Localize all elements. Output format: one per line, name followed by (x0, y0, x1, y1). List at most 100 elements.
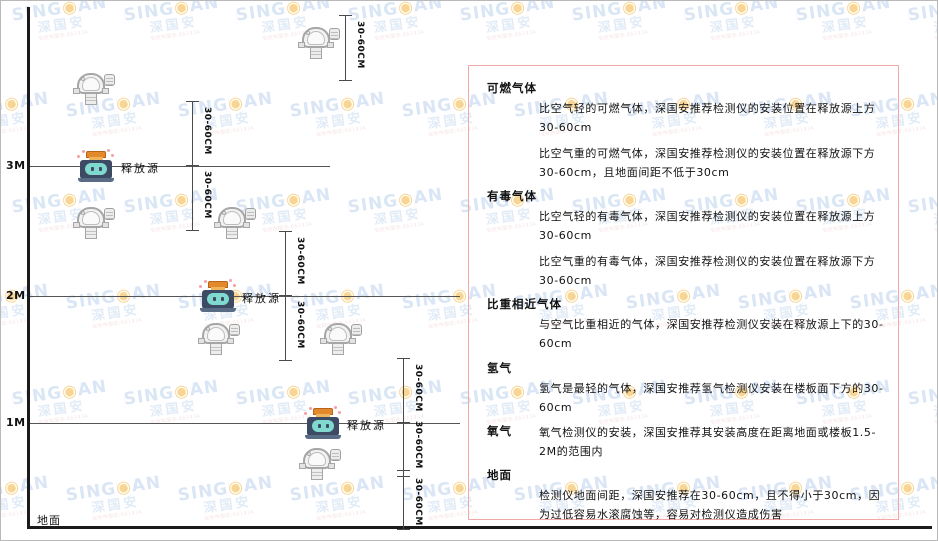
dim-tick (279, 295, 292, 296)
watermark-cn: 深国安 (90, 494, 141, 517)
detector-above-3m (72, 69, 118, 107)
dim-tick (279, 360, 292, 361)
vertical-axis (27, 7, 30, 529)
panel-section-body: 检测仪地面间距，深国安推荐在30-60cm，且不得小于30cm，因为过低容易水滚… (539, 486, 884, 525)
dim-2m-upper-label: 30-60CM (295, 237, 305, 285)
detector-sensor (245, 208, 256, 220)
detector-face (82, 77, 100, 91)
detector-sensor (104, 74, 115, 86)
detector-wing (198, 338, 205, 344)
watermark-en: SING◉AN (64, 280, 163, 314)
detector-below-3m (72, 203, 118, 241)
watermark-en: SING◉AN (288, 88, 387, 122)
spark-icon (199, 285, 202, 288)
watermark-sub: 深圳市国安-661434 (485, 29, 537, 43)
watermark-sub: 深圳市国安-661434 (597, 29, 649, 43)
dim-2m-lower-label: 30-60CM (295, 301, 305, 349)
watermark-sub: 深圳市国安-661434 (709, 29, 761, 43)
source-eye (326, 424, 329, 428)
watermark-en: SING◉AN (906, 190, 938, 218)
detector-wing (327, 42, 334, 48)
spark-icon (107, 149, 110, 152)
watermark-cn: 深国安 (820, 14, 871, 37)
release-source-1m (304, 406, 342, 440)
watermark-sub: 深圳市国安-661434 (821, 29, 873, 43)
detector-stem (310, 47, 322, 59)
watermark-en: SING◉AN (1, 1, 8, 27)
detector-face (82, 211, 100, 225)
watermark-en: SING◉AN (906, 382, 938, 410)
source-eye (91, 167, 94, 171)
detector-face (308, 452, 326, 466)
watermark-en: SING◉AN (906, 1, 938, 26)
watermark-en: SING◉AN (346, 376, 445, 410)
ground-label: 地面 (37, 514, 61, 527)
detector-wing (73, 222, 80, 228)
dim-tick (397, 470, 410, 471)
detector-sensor (229, 324, 240, 336)
watermark-cn: 深国安 (932, 206, 938, 229)
watermark-en: SING◉AN (64, 472, 163, 506)
spark-icon (304, 412, 307, 415)
panel-section-title: 比重相近气体 (487, 297, 562, 311)
watermark-en: SING◉AN (1, 377, 8, 411)
dim-top-label: 30-60CM (355, 21, 365, 69)
source-neck (89, 157, 103, 160)
watermark-cn: 深国安 (36, 14, 87, 37)
detector-stem (85, 93, 97, 105)
watermark-sub: 深圳市国安-661434 (91, 317, 143, 331)
panel-paragraph: 比空气轻的有毒气体，深国安推荐检测仪的安装位置在释放源上方30-60cm (539, 210, 876, 243)
watermark-sub: 深圳市国安-661434 (37, 29, 89, 43)
detector-sensor (351, 324, 362, 336)
watermark-cn: 深国安 (202, 494, 253, 517)
release-source-label-2m: 释放源 (242, 292, 281, 305)
source-screen (85, 163, 107, 175)
watermark-en: SING◉AN (176, 472, 275, 506)
watermark-cn: 深国安 (484, 14, 535, 37)
panel-paragraph: 氧气检测仪的安装，深国安推荐其安装高度在距离地面或楼板1.5-2M的范围内 (539, 426, 877, 459)
detector-wing (349, 338, 356, 344)
watermark-sub: 深圳市国安-661434 (1, 217, 11, 239)
watermark-en: SING◉AN (1, 472, 51, 506)
watermark-en: SING◉AN (122, 1, 221, 26)
source-screen (312, 420, 334, 432)
watermark-sub: 深圳市国安-661434 (203, 125, 255, 139)
dim-3m-upper-label: 30-60CM (202, 107, 212, 155)
spark-icon (309, 407, 312, 410)
level-label-1m: 1M (6, 416, 26, 429)
watermark-sub: 深圳市国安-661434 (149, 29, 201, 43)
detector-stem (311, 468, 323, 480)
watermark-cn: 深国安 (314, 494, 365, 517)
watermark-cn: 深国安 (932, 398, 938, 421)
watermark-sub: 深圳市国安-661434 (315, 125, 367, 139)
watermark-en: SING◉AN (10, 1, 109, 26)
watermark-cn: 深国安 (148, 398, 199, 421)
detector-wing (214, 222, 221, 228)
watermark-en: SING◉AN (176, 88, 275, 122)
source-foot (200, 308, 236, 312)
dim-3m-lower-label: 30-60CM (202, 171, 212, 219)
watermark-en: SING◉AN (122, 376, 221, 410)
panel-paragraph: 检测仪地面间距，深国安推荐在30-60cm，且不得小于30cm，因为过低容易水滚… (539, 488, 881, 521)
source-eye (221, 297, 224, 301)
panel-paragraph: 比空气重的有毒气体，深国安推荐检测仪的安装位置在释放源下方30-60cm (539, 254, 876, 287)
watermark-sub: 深圳市国安-661434 (315, 509, 367, 523)
dim-tick (397, 422, 410, 423)
detector-wing (102, 222, 109, 228)
watermark-cn: 深国安 (90, 110, 141, 133)
panel-section-similar-density-gas: 比重相近气体 与空气比重相近的气体，深国安推荐检测仪安装在释放源上下的30-60c… (483, 296, 884, 354)
watermark-cn: 深国安 (1, 11, 10, 42)
panel-section-title: 氧气 (487, 424, 512, 438)
watermark-sub: 深圳市国安-661434 (933, 413, 938, 427)
watermark-en: SING◉AN (458, 1, 557, 26)
